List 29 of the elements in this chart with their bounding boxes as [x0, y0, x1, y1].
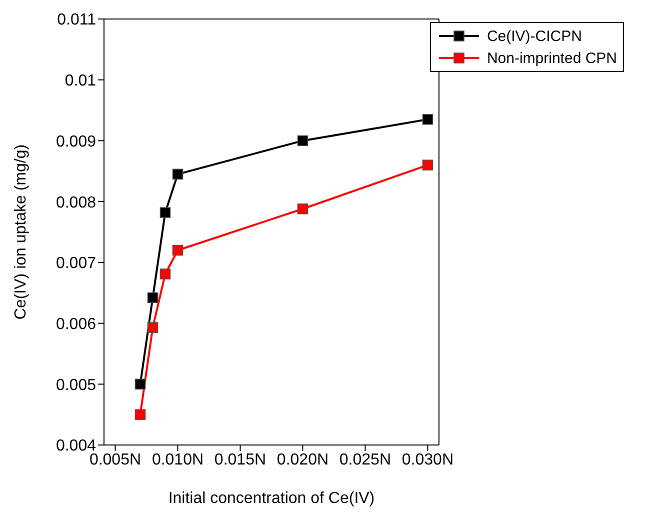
point — [172, 168, 184, 180]
y-tick-label: 0.006 — [56, 316, 96, 333]
x-tick-label: 0.015N — [214, 451, 266, 468]
y-tick-label: 0.005 — [56, 376, 96, 394]
y-axis-title: Ce(IV) ion uptake (mg/g) — [12, 144, 30, 320]
y-tick-label: 0.008 — [56, 194, 96, 212]
point — [160, 268, 171, 280]
point — [297, 203, 308, 214]
y-tick-label: 0.009 — [56, 133, 96, 150]
point — [160, 207, 171, 218]
point — [147, 322, 158, 333]
x-tick-label: 0.005N — [89, 451, 142, 468]
legend-label: Non-imprinted CPN — [486, 50, 617, 66]
point — [422, 160, 434, 170]
x-axis-title: Initial concentration of Ce(IV) — [168, 490, 375, 507]
point — [134, 378, 146, 390]
y-tick-label: 0.007 — [56, 255, 96, 272]
y-tick-label: 0.011 — [57, 12, 96, 29]
point — [172, 244, 184, 256]
x-tick-label: 0.010N — [152, 451, 204, 468]
point — [134, 409, 146, 420]
point — [297, 135, 308, 146]
x-tick-label: 0.030N — [402, 451, 454, 468]
point — [422, 114, 434, 125]
x-tick-label: 0.020N — [276, 451, 329, 468]
point — [147, 292, 158, 304]
y-tick-label: 0.01 — [64, 72, 96, 90]
x-tick-label: 0.025N — [339, 451, 392, 468]
legend-label: Ce(IV)-CICPN — [486, 28, 582, 44]
